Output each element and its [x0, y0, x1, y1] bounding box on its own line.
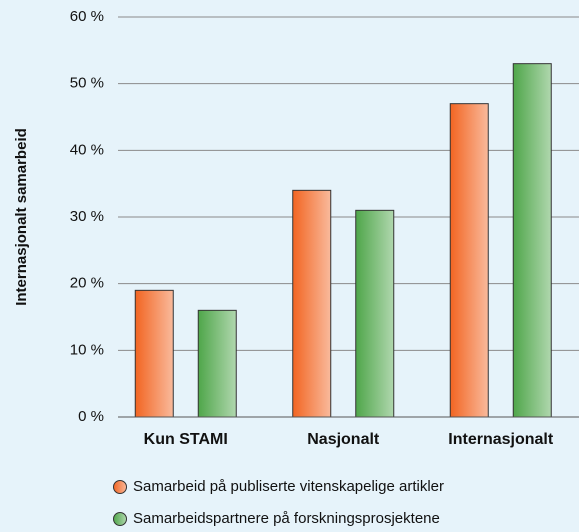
y-tick-label: 30 %: [70, 208, 104, 225]
legend-label: Samarbeidspartnere på forskningsprosjekt…: [133, 510, 440, 527]
y-tick-label: 0 %: [78, 408, 104, 425]
y-tick-label: 20 %: [70, 275, 104, 292]
bar: [134, 289, 174, 418]
y-axis-label: Internasjonalt samarbeid: [13, 128, 30, 306]
x-tick-label: Internasjonalt: [448, 431, 554, 448]
bar: [355, 209, 395, 418]
bar: [292, 189, 332, 418]
bar: [512, 63, 552, 418]
legend-marker: [113, 512, 127, 526]
y-tick-label: 10 %: [70, 341, 104, 358]
bar: [449, 103, 489, 418]
legend-label: Samarbeid på publiserte vitenskapelige a…: [133, 478, 444, 495]
y-tick-label: 50 %: [70, 75, 104, 92]
bar: [197, 309, 237, 418]
legend-marker: [113, 480, 127, 494]
x-tick-label: Kun STAMI: [144, 431, 228, 448]
x-tick-label: Nasjonalt: [307, 431, 380, 448]
y-tick-label: 60 %: [70, 8, 104, 25]
y-tick-label: 40 %: [70, 141, 104, 158]
